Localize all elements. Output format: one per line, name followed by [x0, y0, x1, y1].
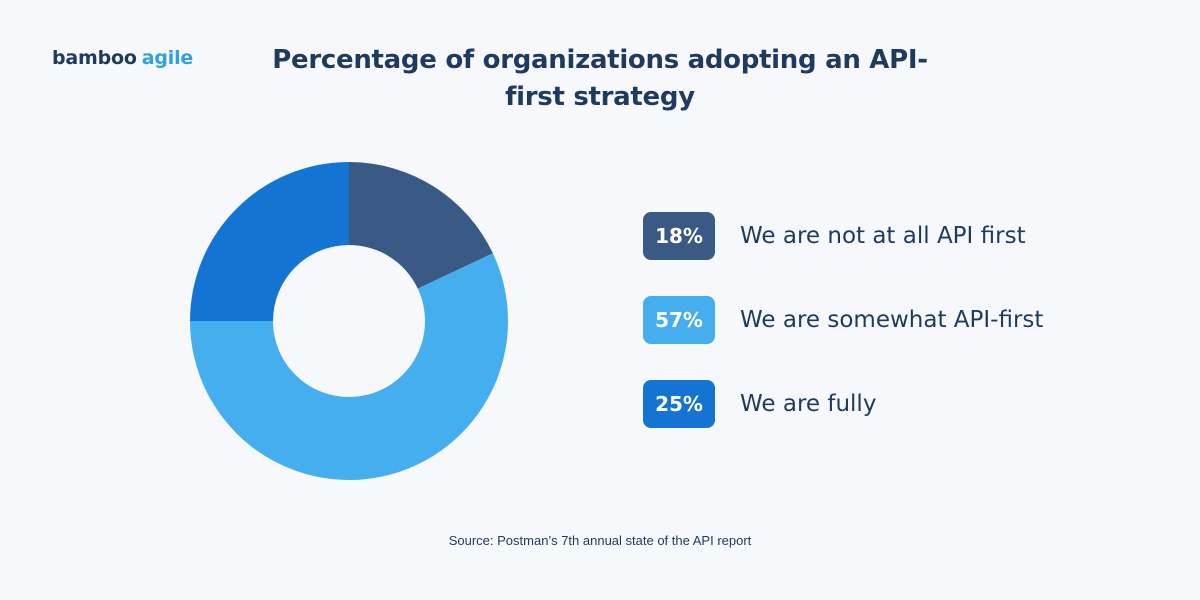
logo-word-bamboo: bamboo	[52, 47, 137, 69]
chart-title: Percentage of organizations adopting an …	[272, 45, 928, 112]
legend-percent-badge: 18%	[643, 212, 715, 260]
source-note: Source: Postman’s 7th annual state of th…	[448, 533, 752, 548]
legend-percent-badge: 25%	[643, 380, 715, 428]
legend-percent-badge: 57%	[643, 296, 715, 344]
donut-chart	[190, 162, 509, 481]
donut-slice-2	[190, 253, 509, 481]
legend-label: We are somewhat API-first	[740, 307, 1044, 333]
donut-slice-1	[349, 162, 493, 289]
brand-logo: bamboo agile	[52, 47, 193, 69]
legend-label: We are not at all API first	[740, 223, 1026, 249]
legend-label: We are fully	[740, 391, 877, 417]
logo-word-agile: agile	[141, 47, 194, 69]
donut-slice-3	[190, 162, 349, 321]
